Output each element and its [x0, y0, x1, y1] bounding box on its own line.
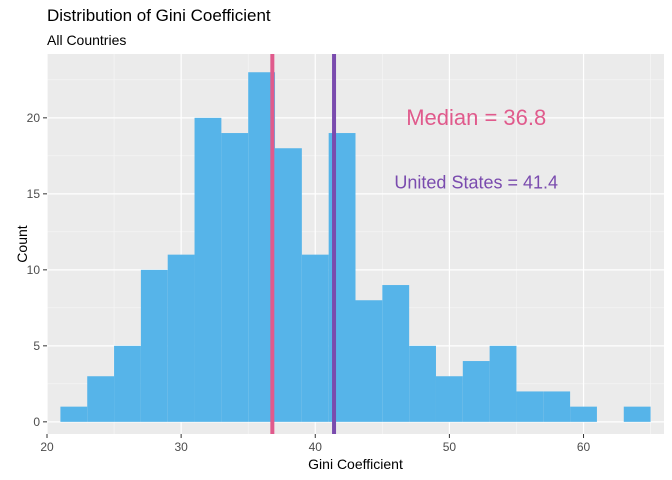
histogram-bar — [60, 406, 88, 422]
y-tick-label: 5 — [33, 339, 40, 353]
histogram-bar — [221, 133, 249, 422]
us-annotation: United States = 41.4 — [394, 173, 558, 193]
y-tick-label: 0 — [33, 415, 40, 429]
histogram-bar — [623, 406, 651, 422]
histogram-bar — [489, 345, 517, 422]
histogram-bar — [543, 391, 571, 422]
histogram-bar — [516, 391, 544, 422]
median-annotation: Median = 36.8 — [406, 105, 546, 130]
histogram-bar — [382, 285, 410, 422]
x-axis-label-text: Gini Coefficient — [308, 456, 403, 472]
histogram-bar — [194, 117, 222, 422]
histogram-bar — [167, 254, 195, 422]
histogram-bar — [355, 300, 383, 422]
x-tick-label: 30 — [174, 440, 188, 454]
histogram-bar — [301, 254, 329, 422]
histogram-bar — [275, 148, 302, 422]
x-tick-label: 20 — [40, 440, 54, 454]
histogram-bar — [87, 376, 115, 422]
y-tick-label: 20 — [27, 111, 41, 125]
x-tick-label: 50 — [443, 440, 457, 454]
histogram-bar — [462, 361, 490, 422]
y-tick-label: 15 — [27, 187, 41, 201]
x-tick-label: 40 — [309, 440, 323, 454]
histogram-bar — [409, 345, 436, 422]
x-tick-label: 60 — [577, 440, 591, 454]
histogram-bar — [570, 406, 597, 422]
histogram-bar — [114, 345, 141, 422]
histogram-bar — [435, 376, 463, 422]
chart-title: Distribution of Gini Coefficient — [47, 6, 271, 25]
chart-subtitle: All Countries — [47, 32, 127, 48]
y-tick-label: 10 — [27, 263, 41, 277]
histogram-bar — [140, 269, 168, 422]
